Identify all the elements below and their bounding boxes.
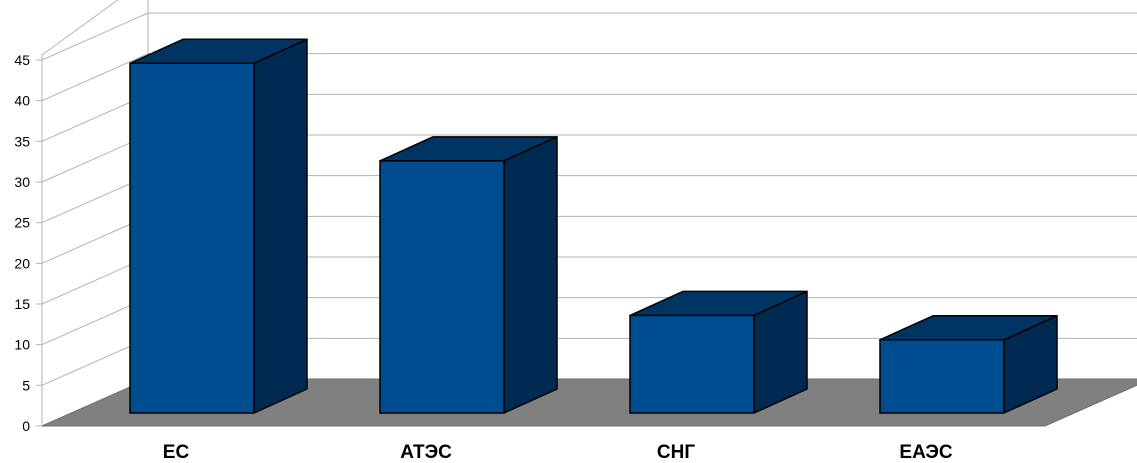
chart-floor <box>41 378 1137 427</box>
y-tick-label: 20 <box>14 255 30 271</box>
x-category-label: СНГ <box>657 442 695 463</box>
bar-front-face <box>879 339 1005 414</box>
chart-floor-layer <box>41 378 1137 427</box>
bar <box>629 290 808 414</box>
x-category-label: ЕС <box>163 442 190 463</box>
bar-side-face <box>253 38 308 414</box>
y-tick-label: 10 <box>14 337 30 353</box>
bar <box>129 38 308 414</box>
y-tick-label: 0 <box>22 418 30 434</box>
x-category-label: АТЭС <box>400 442 452 463</box>
bar-side-face <box>503 136 558 414</box>
y-tick-label: 30 <box>14 174 30 190</box>
bar-front-face <box>379 160 505 414</box>
bar-front-face <box>629 314 755 414</box>
bar-front-face <box>129 62 255 414</box>
bar <box>379 136 558 414</box>
y-tick-label: 45 <box>14 52 30 68</box>
y-tick-label: 25 <box>14 215 30 231</box>
bar <box>879 315 1058 414</box>
bars <box>129 38 1058 414</box>
y-tick-label: 15 <box>14 296 30 312</box>
y-tick-label: 40 <box>14 93 30 109</box>
y-tick-label: 5 <box>22 377 30 393</box>
x-axis-labels: ЕС АТЭС СНГ ЕАЭС <box>163 442 953 463</box>
y-axis-ticks: 0 5 10 15 20 25 30 35 40 45 <box>14 52 30 434</box>
gridline-side <box>41 53 149 102</box>
gridline-side <box>41 12 149 61</box>
x-category-label: ЕАЭС <box>899 442 952 463</box>
gridlines <box>36 12 1137 427</box>
y-tick-label: 35 <box>14 133 30 149</box>
